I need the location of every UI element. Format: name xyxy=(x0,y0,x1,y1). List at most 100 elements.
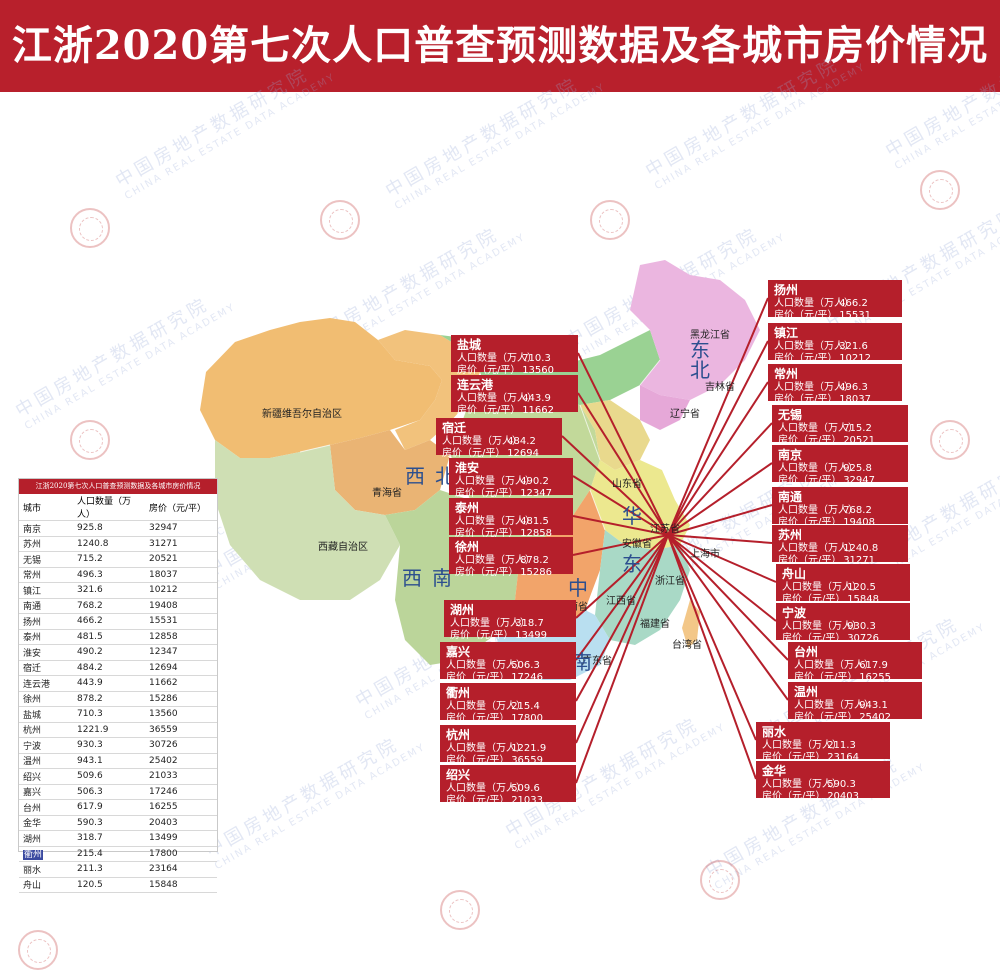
callout-city-name: 宁波 xyxy=(782,606,807,620)
callout-price-value: 17246 xyxy=(511,672,543,683)
callout-price-value: 36559 xyxy=(511,755,543,766)
table-row: 温州 943.1 25402 xyxy=(19,753,217,769)
table-cell-population: 509.6 xyxy=(73,768,145,785)
table-cell-population: 481.5 xyxy=(73,629,145,645)
seal-stamp-icon xyxy=(70,420,110,460)
table-cell-city: 温州 xyxy=(19,753,73,769)
table-row: 台州 617.9 16255 xyxy=(19,799,217,816)
table-cell-price: 15531 xyxy=(145,613,217,630)
callout-price-row: 房价（元/平） 30726 xyxy=(782,633,904,645)
callout-population-row: 人口数量（万人） 321.6 xyxy=(774,341,896,353)
leader-line xyxy=(667,534,773,544)
table-cell-city: 舟山 xyxy=(19,877,73,893)
region-name-xi1: 西 xyxy=(405,464,425,488)
table-cell-city: 常州 xyxy=(19,567,73,583)
table-header-price: 房价（元/平） xyxy=(145,494,217,521)
callout-price-row: 房价（元/平） 17800 xyxy=(446,713,570,725)
table-row: 舟山 120.5 15848 xyxy=(19,877,217,893)
callout-population-label: 人口数量（万人） xyxy=(762,740,842,751)
callout-price-row: 房价（元/平） 20403 xyxy=(762,791,884,803)
callout-price-row: 房价（元/平） 23164 xyxy=(762,752,884,764)
city-name: 扬州 xyxy=(23,617,42,628)
table-cell-city: 扬州 xyxy=(19,613,73,630)
callout-population-row: 人口数量（万人） 211.3 xyxy=(762,740,884,752)
callout-price-row: 房价（元/平） 11662 xyxy=(457,405,572,417)
table-cell-price: 12858 xyxy=(145,629,217,645)
city-name: 南通 xyxy=(23,602,42,613)
table-cell-price: 16255 xyxy=(145,799,217,816)
callout-price-row: 房价（元/平） 10212 xyxy=(774,353,896,365)
city-name: 金华 xyxy=(23,819,42,830)
callout-city-name: 温州 xyxy=(794,685,819,699)
callout-population-label: 人口数量（万人） xyxy=(450,618,530,629)
callout-price-label: 房价（元/平） xyxy=(446,713,510,724)
table-cell-price: 31271 xyxy=(145,536,217,552)
leader-line xyxy=(575,534,669,661)
callout-price-label: 房价（元/平） xyxy=(794,672,858,683)
callout-population-label: 人口数量（万人） xyxy=(794,660,874,671)
table-cell-population: 120.5 xyxy=(73,877,145,893)
callout-price-label: 房价（元/平） xyxy=(455,567,519,578)
table-cell-population: 215.4 xyxy=(73,846,145,862)
leader-line xyxy=(577,392,669,536)
callout-price-row: 房价（元/平） 13499 xyxy=(450,630,570,642)
leader-line xyxy=(667,534,757,741)
callout-price-value: 31271 xyxy=(843,555,875,566)
city-name: 徐州 xyxy=(23,695,42,706)
callout-city-name: 舟山 xyxy=(782,567,807,581)
callout-price-value: 15848 xyxy=(847,594,879,605)
callout-population-row: 人口数量（万人） 466.2 xyxy=(774,298,896,310)
city-name: 南京 xyxy=(23,524,42,535)
seal-stamp-icon xyxy=(320,200,360,240)
callout-price-label: 房价（元/平） xyxy=(457,405,521,416)
leader-line xyxy=(561,435,669,536)
label-heilongjiang: 黑龙江省 xyxy=(690,330,730,341)
label-shandong: 山东省 xyxy=(612,479,642,490)
label-liaoning: 辽宁省 xyxy=(670,409,700,420)
callout-population-label: 人口数量（万人） xyxy=(782,621,862,632)
callout-price-label: 房价（元/平） xyxy=(450,630,514,641)
table-cell-city: 苏州 xyxy=(19,536,73,552)
callout-population-label: 人口数量（万人） xyxy=(446,701,526,712)
city-callout: 温州 人口数量（万人） 943.1 房价（元/平） 25402 xyxy=(788,682,922,723)
callout-population-row: 人口数量（万人） 1240.8 xyxy=(778,543,902,555)
callout-price-value: 20521 xyxy=(843,435,875,446)
callout-price-value: 15531 xyxy=(839,310,871,321)
city-name: 淮安 xyxy=(23,648,42,659)
callout-population-row: 人口数量（万人） 617.9 xyxy=(794,660,916,672)
region-xinjiang xyxy=(200,318,442,458)
callout-city-name: 金华 xyxy=(762,764,787,778)
callout-population-row: 人口数量（万人） 506.3 xyxy=(446,660,570,672)
callout-population-value: 1240.8 xyxy=(843,543,879,554)
callout-population-row: 人口数量（万人） 120.5 xyxy=(782,582,904,594)
leader-line xyxy=(575,534,669,784)
callout-population-value: 943.1 xyxy=(859,700,888,711)
table-cell-population: 318.7 xyxy=(73,830,145,847)
callout-population-value: 321.6 xyxy=(839,341,868,352)
region-name-xi2: 西 xyxy=(402,566,422,590)
callout-population-value: 930.3 xyxy=(847,621,876,632)
callout-population-label: 人口数量（万人） xyxy=(446,743,526,754)
callout-population-row: 人口数量（万人） 481.5 xyxy=(455,516,567,528)
table-cell-price: 36559 xyxy=(145,722,217,738)
callout-city-name: 南京 xyxy=(778,448,803,462)
callout-population-value: 878.2 xyxy=(520,555,549,566)
table-cell-price: 20403 xyxy=(145,815,217,831)
table-cell-city: 衢州 xyxy=(19,846,73,862)
table-cell-city: 宁波 xyxy=(19,737,73,754)
callout-price-row: 房价（元/平） 19408 xyxy=(778,517,902,529)
callout-city-name: 杭州 xyxy=(446,728,471,742)
callout-price-value: 20403 xyxy=(827,791,859,802)
callout-price-row: 房价（元/平） 18037 xyxy=(774,394,896,406)
label-shanghai: 上海市 xyxy=(690,549,720,560)
callout-price-label: 房价（元/平） xyxy=(782,633,846,644)
label-jiangxi: 江西省 xyxy=(606,596,636,607)
city-name: 台州 xyxy=(23,803,42,814)
leader-line xyxy=(667,381,769,536)
table-cell-population: 617.9 xyxy=(73,799,145,816)
callout-population-label: 人口数量（万人） xyxy=(762,779,842,790)
city-callout: 无锡 人口数量（万人） 715.2 房价（元/平） 20521 xyxy=(772,405,908,446)
table-cell-city: 南京 xyxy=(19,520,73,537)
city-callout: 盐城 人口数量（万人） 710.3 房价（元/平） 13560 xyxy=(451,335,578,376)
callout-price-value: 32947 xyxy=(843,475,875,486)
